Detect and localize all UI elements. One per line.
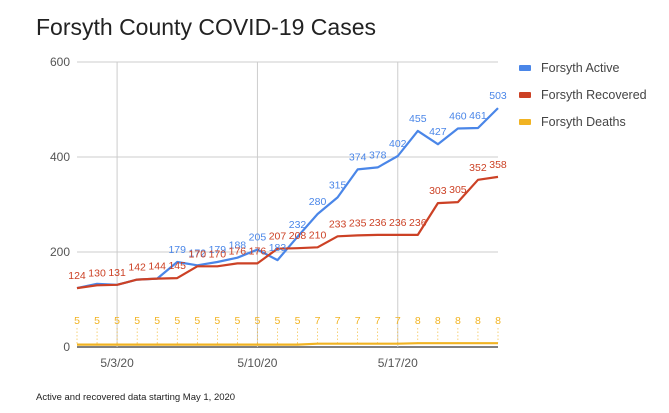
data-label-forsyth-deaths: 7 <box>395 315 401 327</box>
data-label-forsyth-active: 460 <box>449 111 467 123</box>
data-label-forsyth-deaths: 5 <box>194 315 200 327</box>
data-label-forsyth-recovered: 303 <box>429 185 447 197</box>
data-label-forsyth-deaths: 5 <box>234 315 240 327</box>
legend-swatch-recovered <box>519 91 531 98</box>
data-label-forsyth-active: 179 <box>209 244 227 256</box>
data-label-forsyth-active: 205 <box>249 232 267 244</box>
x-tick-label: 5/10/20 <box>237 356 277 370</box>
legend-swatch-active <box>519 64 531 71</box>
data-label-forsyth-active: 402 <box>389 138 407 150</box>
y-tick-label: 400 <box>50 150 70 164</box>
data-label-forsyth-active: 374 <box>349 151 367 163</box>
data-label-forsyth-active: 183 <box>269 242 287 254</box>
data-label-forsyth-recovered: 236 <box>389 217 407 229</box>
data-label-forsyth-deaths: 5 <box>275 315 281 327</box>
series-line-forsyth-recovered <box>76 175 499 290</box>
legend-label-recovered: Forsyth Recovered <box>541 87 647 102</box>
y-tick-label: 600 <box>50 55 70 69</box>
data-label-forsyth-recovered: 144 <box>148 261 166 273</box>
chart-title: Forsyth County COVID-19 Cases <box>36 14 377 40</box>
data-label-forsyth-active: 232 <box>289 219 307 231</box>
data-label-forsyth-deaths: 8 <box>435 315 441 327</box>
data-label-forsyth-recovered: 235 <box>349 217 367 229</box>
data-label-forsyth-active: 378 <box>369 149 387 161</box>
data-label-forsyth-deaths: 5 <box>74 315 80 327</box>
legend-item-active: Forsyth Active <box>519 54 647 81</box>
data-label-forsyth-deaths: 8 <box>455 315 461 327</box>
series-line-forsyth-deaths <box>77 342 498 346</box>
footnote: Active and recovered data starting May 1… <box>36 392 236 403</box>
data-label-forsyth-recovered: 131 <box>108 267 126 279</box>
data-label-forsyth-deaths: 7 <box>355 315 361 327</box>
data-label-forsyth-recovered: 305 <box>449 184 467 196</box>
data-label-forsyth-active: 427 <box>429 126 447 138</box>
x-tick-label: 5/3/20 <box>100 356 134 370</box>
data-label-forsyth-recovered: 208 <box>289 230 307 242</box>
data-label-forsyth-active: 179 <box>168 244 186 256</box>
data-label-forsyth-deaths: 7 <box>315 315 321 327</box>
data-label-forsyth-deaths: 5 <box>94 315 100 327</box>
data-label-forsyth-deaths: 5 <box>295 315 301 327</box>
data-label-forsyth-active: 461 <box>469 110 487 122</box>
data-label-forsyth-recovered: 210 <box>309 229 327 241</box>
data-label-forsyth-deaths: 8 <box>475 315 481 327</box>
data-label-forsyth-active: 455 <box>409 113 427 125</box>
legend-item-deaths: Forsyth Deaths <box>519 108 647 135</box>
data-label-forsyth-deaths: 5 <box>174 315 180 327</box>
data-label-forsyth-recovered: 358 <box>489 159 507 171</box>
axis-labels: 0 200 400 600 5/3/20 5/10/20 5/17/20 <box>50 55 418 370</box>
data-label-forsyth-deaths: 5 <box>214 315 220 327</box>
data-label-forsyth-deaths: 8 <box>415 315 421 327</box>
data-label-forsyth-deaths: 5 <box>114 315 120 327</box>
data-label-forsyth-active: 315 <box>329 179 347 191</box>
data-label-forsyth-recovered: 124 <box>68 270 86 282</box>
data-label-forsyth-deaths: 7 <box>335 315 341 327</box>
data-label-forsyth-recovered: 236 <box>369 217 387 229</box>
data-label-forsyth-recovered: 176 <box>229 245 247 257</box>
data-label-forsyth-recovered: 233 <box>329 218 347 230</box>
data-label-forsyth-deaths: 5 <box>134 315 140 327</box>
data-label-forsyth-active: 188 <box>229 240 247 252</box>
data-label-forsyth-active: 503 <box>489 90 507 102</box>
data-label-forsyth-recovered: 176 <box>249 245 267 257</box>
y-tick-label: 200 <box>50 245 70 259</box>
data-label-forsyth-deaths: 5 <box>154 315 160 327</box>
legend: Forsyth Active Forsyth Recovered Forsyth… <box>519 54 647 135</box>
data-label-forsyth-active: 172 <box>189 247 207 259</box>
legend-label-deaths: Forsyth Deaths <box>541 114 626 129</box>
data-label-forsyth-deaths: 7 <box>375 315 381 327</box>
data-label-forsyth-recovered: 236 <box>409 217 427 229</box>
legend-label-active: Forsyth Active <box>541 60 620 75</box>
grid-lines <box>77 61 498 348</box>
legend-item-recovered: Forsyth Recovered <box>519 81 647 108</box>
data-label-forsyth-recovered: 145 <box>168 260 186 272</box>
data-label-forsyth-recovered: 207 <box>269 231 287 243</box>
data-label-forsyth-recovered: 142 <box>128 262 146 274</box>
data-label-forsyth-active: 280 <box>309 196 327 208</box>
data-label-forsyth-recovered: 170 <box>209 248 227 260</box>
series-lines <box>76 107 499 346</box>
y-tick-label: 0 <box>63 340 70 354</box>
legend-swatch-deaths <box>519 118 531 125</box>
x-tick-label: 5/17/20 <box>378 356 418 370</box>
data-label-forsyth-recovered: 170 <box>189 248 207 260</box>
data-label-forsyth-recovered: 352 <box>469 162 487 174</box>
data-label-forsyth-recovered: 130 <box>88 267 106 279</box>
data-label-forsyth-deaths: 8 <box>495 315 501 327</box>
data-label-forsyth-deaths: 5 <box>255 315 261 327</box>
